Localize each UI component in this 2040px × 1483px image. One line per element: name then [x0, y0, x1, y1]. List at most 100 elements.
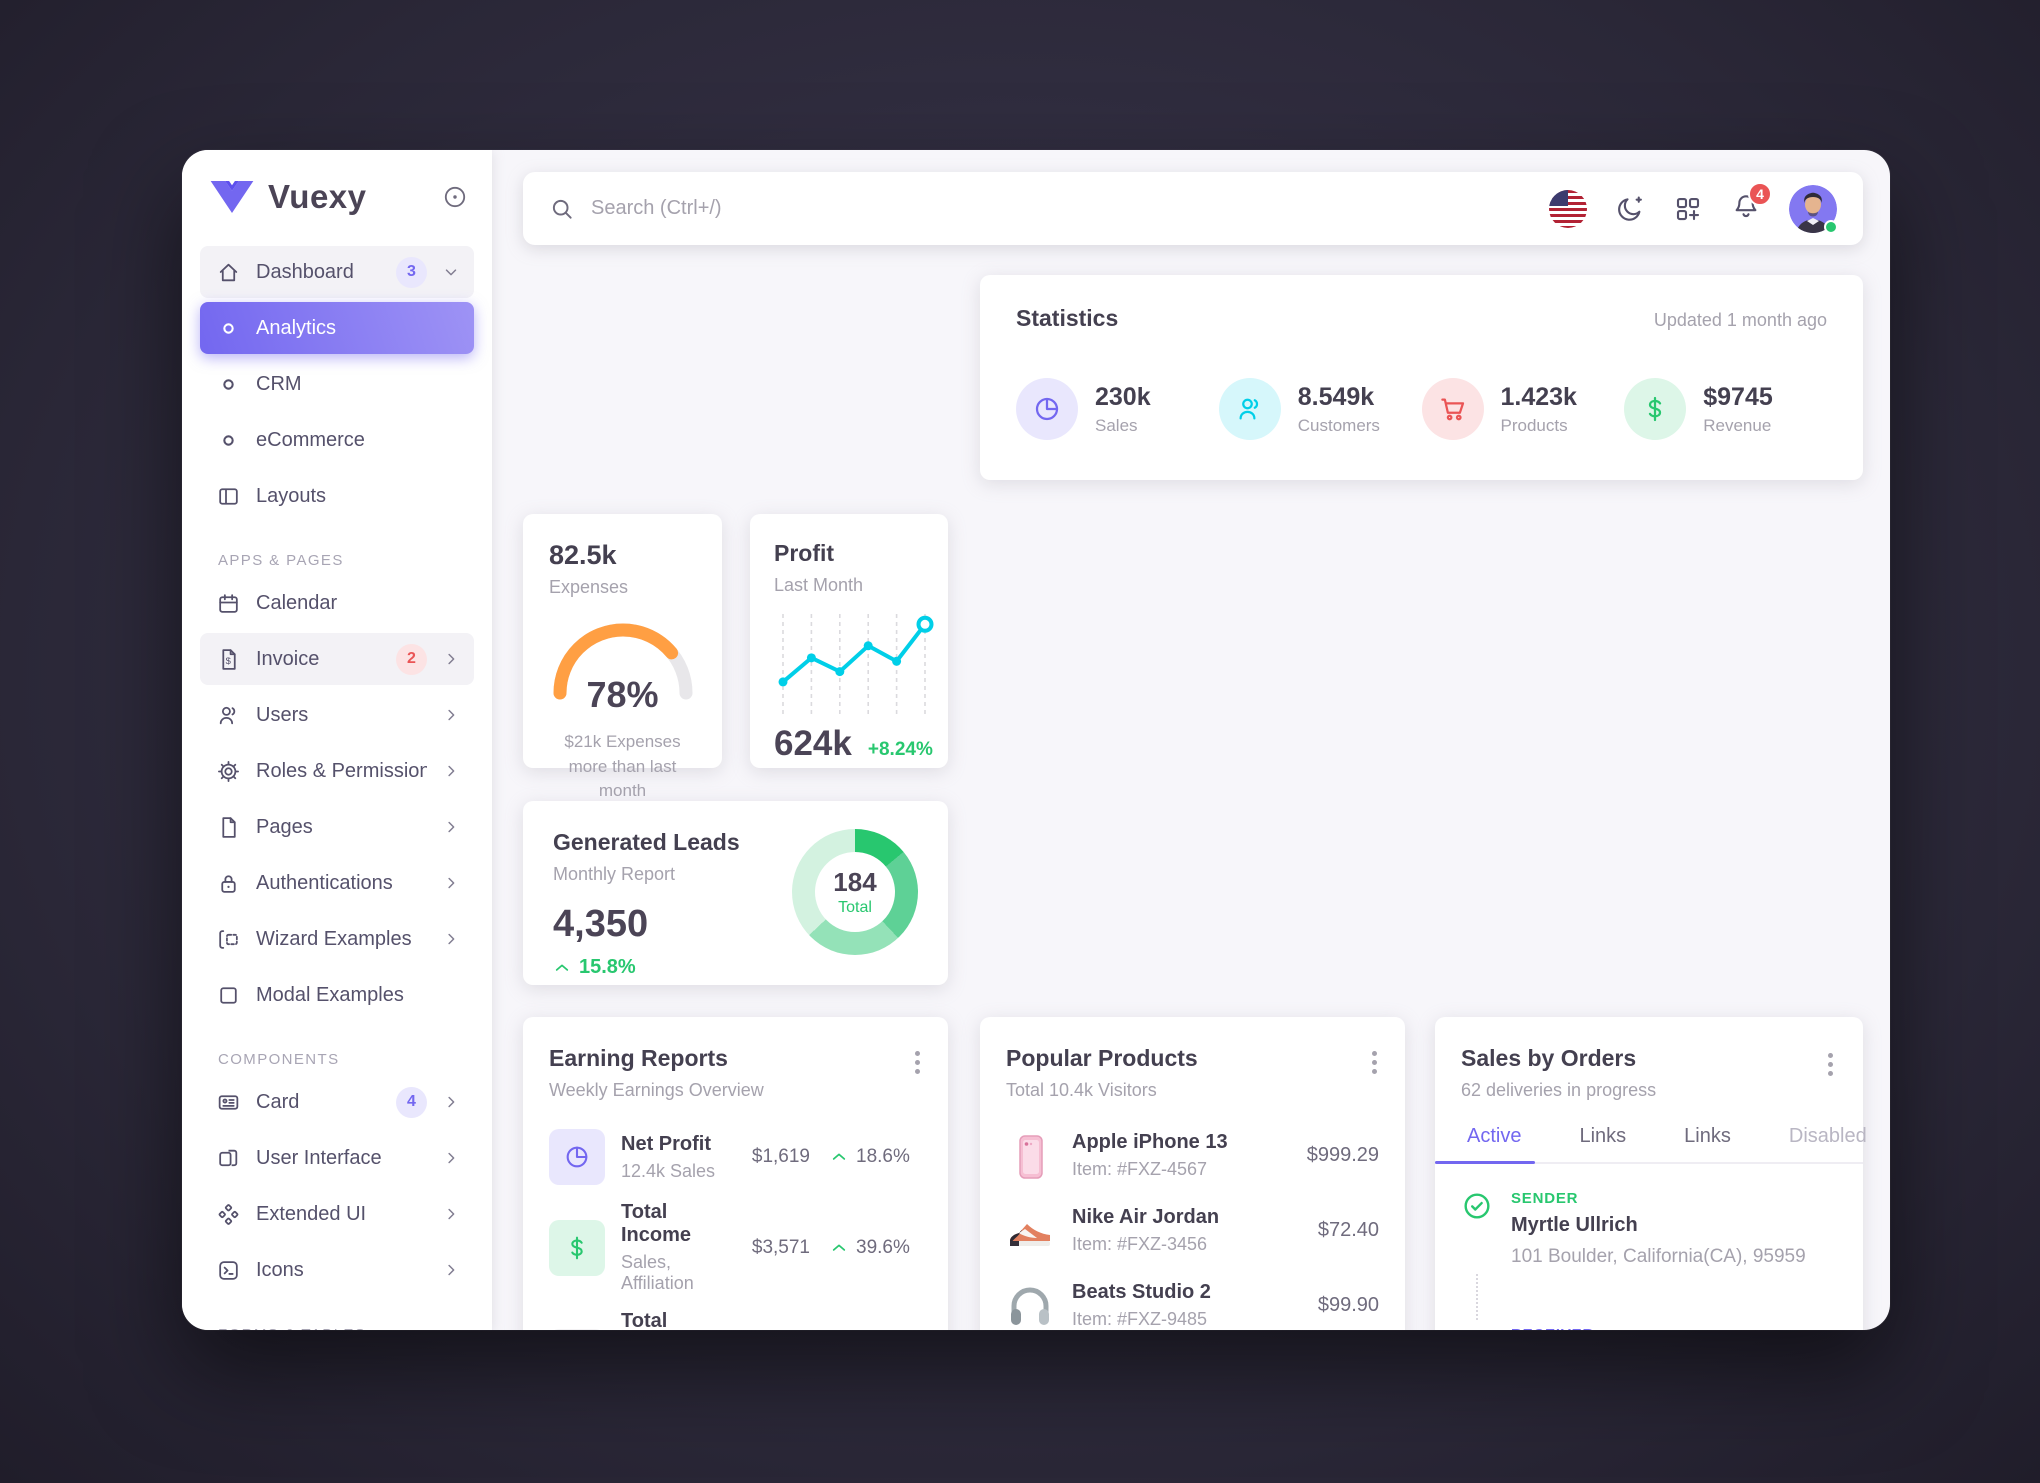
sidebar-item-label: Icons — [256, 1258, 304, 1281]
stat-revenue: $9745 Revenue — [1624, 378, 1827, 440]
earning-row-title: Net Profit — [621, 1132, 711, 1155]
sidebar-item-pages[interactable]: Pages — [200, 801, 474, 853]
earning-subtitle: Weekly Earnings Overview — [549, 1080, 764, 1100]
sidebar-item-label: Invoice — [256, 647, 320, 670]
timeline-sender: SENDER Myrtle Ullrich 101 Boulder, Calif… — [1461, 1190, 1837, 1268]
terminal-icon — [219, 1260, 238, 1280]
stat-label: Customers — [1297, 415, 1380, 435]
logo-row[interactable]: Vuexy — [182, 150, 492, 232]
trend-up-icon — [555, 963, 569, 971]
dollar-icon — [1624, 378, 1687, 440]
invoice-badge: 2 — [396, 643, 427, 675]
product-price: $99.90 — [1317, 1294, 1379, 1316]
tab-links-1[interactable]: Links — [1579, 1125, 1627, 1147]
sidebar-item-users[interactable]: Users — [200, 689, 474, 741]
sidebar-item-label: Layouts — [256, 484, 327, 507]
dark-mode-moon-icon[interactable] — [1615, 194, 1645, 224]
sidebar-item-label: CRM — [256, 372, 302, 395]
circle-icon — [216, 428, 241, 453]
stat-value: 8.549k — [1297, 382, 1375, 411]
sidebar-item-ecommerce[interactable]: eCommerce — [200, 414, 474, 466]
cart-icon — [1421, 378, 1484, 440]
sidebar-item-wizard-examples[interactable]: Wizard Examples — [200, 913, 474, 965]
stat-products: 1.423k Products — [1421, 378, 1625, 440]
sidebar-item-icons[interactable]: Icons — [200, 1244, 474, 1296]
search-input[interactable] — [591, 197, 1549, 220]
expenses-card: 82.5k Expenses 78% $21k Expenses more th… — [523, 514, 722, 800]
earning-row-title: Total Expenses — [621, 1310, 668, 1330]
app-title: Vuexy — [268, 178, 367, 215]
more-options-icon[interactable] — [911, 1047, 924, 1078]
profit-subtitle: Last Month — [774, 575, 864, 595]
generated-leads-card: Generated Leads Monthly Report 4,350 15.… — [523, 801, 948, 985]
card-badge: 4 — [396, 1086, 427, 1118]
products-title: Popular Products — [1006, 1045, 1198, 1071]
iphone-image — [1006, 1132, 1054, 1180]
more-options-icon[interactable] — [1368, 1047, 1381, 1078]
donut-center-label: Total — [838, 899, 872, 916]
donut-center-value: 184 — [833, 867, 877, 897]
stat-customers: 8.549k Customers — [1218, 378, 1422, 440]
earning-row-change: 18.6% — [856, 1146, 910, 1167]
shortcuts-grid-icon[interactable] — [1673, 194, 1703, 224]
sidebar-item-label: Wizard Examples — [256, 927, 412, 950]
expenses-label: Expenses — [549, 577, 629, 597]
pie-chart-icon — [549, 1129, 605, 1185]
sales-by-orders-card: Sales by Orders 62 deliveries in progres… — [1434, 1017, 1867, 1330]
circle-icon — [216, 316, 241, 341]
sneaker-image — [1006, 1207, 1054, 1255]
layout-icon — [219, 487, 238, 505]
sidebar-item-authentications[interactable]: Authentications — [200, 857, 474, 909]
sidebar-collapse-icon[interactable] — [442, 184, 468, 210]
sidebar-item-layouts[interactable]: Layouts — [200, 470, 474, 522]
sidebar-item-crm[interactable]: CRM — [200, 358, 474, 410]
sidebar-item-analytics[interactable]: Analytics — [200, 302, 474, 354]
user-avatar[interactable] — [1789, 184, 1838, 234]
trend-up-icon — [832, 1243, 846, 1251]
profit-line-chart — [778, 614, 934, 714]
chevron-right-icon — [442, 874, 460, 892]
sidebar-item-calendar[interactable]: Calendar — [200, 577, 474, 629]
chevron-right-icon — [442, 930, 460, 948]
language-flag-icon[interactable] — [1549, 189, 1587, 228]
leads-title: Generated Leads — [553, 829, 740, 855]
product-price: $72.40 — [1317, 1219, 1379, 1241]
pie-chart-icon — [1016, 378, 1078, 440]
sidebar-item-label: Calendar — [256, 591, 338, 614]
stat-label: Revenue — [1703, 415, 1772, 435]
section-label-forms-tables: FORMS & TABLES — [218, 1326, 492, 1330]
tab-links-2[interactable]: Links — [1684, 1125, 1731, 1147]
section-label-components: COMPONENTS — [218, 1051, 340, 1068]
chevron-right-icon — [442, 1149, 460, 1167]
app-window: Vuexy Dashboard 3 Analytics CRM — [182, 150, 1890, 1330]
diamonds-icon — [218, 1203, 239, 1225]
statistics-card: Statistics Updated 1 month ago 230k Sales… — [980, 275, 1863, 480]
sidebar-item-label: Card — [256, 1090, 300, 1113]
sidebar-item-dashboard[interactable]: Dashboard 3 — [200, 246, 474, 298]
sidebar-item-extended-ui[interactable]: Extended UI — [200, 1188, 474, 1240]
lock-icon — [221, 874, 236, 893]
chevron-right-icon — [442, 1093, 460, 1111]
tab-active[interactable]: Active — [1434, 1125, 1536, 1164]
profit-card: Profit Last Month 624k +8.24% — [750, 514, 948, 768]
profit-change: +8.24% — [867, 739, 933, 760]
sidebar-item-card[interactable]: Card 4 — [200, 1076, 474, 1128]
sidebar-item-modal-examples[interactable]: Modal Examples — [200, 969, 474, 1021]
tab-disabled[interactable]: Disabled — [1788, 1125, 1867, 1147]
topbar-actions: 4 — [1549, 182, 1838, 234]
chevron-right-icon — [442, 650, 460, 668]
earning-row-total-expenses: Total ExpensesADVT, Marketing $430 52.8% — [549, 1310, 922, 1330]
stat-label: Products — [1500, 415, 1568, 435]
sidebar-item-invoice[interactable]: $ Invoice 2 — [200, 633, 474, 685]
sidebar: Vuexy Dashboard 3 Analytics CRM — [182, 150, 492, 1330]
more-options-icon[interactable] — [1824, 1049, 1837, 1080]
gear-icon — [218, 760, 239, 782]
search-icon[interactable] — [549, 196, 575, 222]
sidebar-item-roles-permissions[interactable]: Roles & Permissions — [200, 745, 474, 797]
product-row-nike: Nike Air Jordan Item: #FXZ-3456 $72.40 — [1006, 1206, 1379, 1255]
notifications-button[interactable]: 4 — [1731, 182, 1772, 226]
sidebar-item-user-interface[interactable]: User Interface — [200, 1132, 474, 1184]
product-row-beats: Beats Studio 2 Item: #FXZ-9485 $99.90 — [1006, 1281, 1379, 1330]
profit-value: 624k — [774, 724, 852, 763]
online-status-dot — [1824, 219, 1838, 234]
